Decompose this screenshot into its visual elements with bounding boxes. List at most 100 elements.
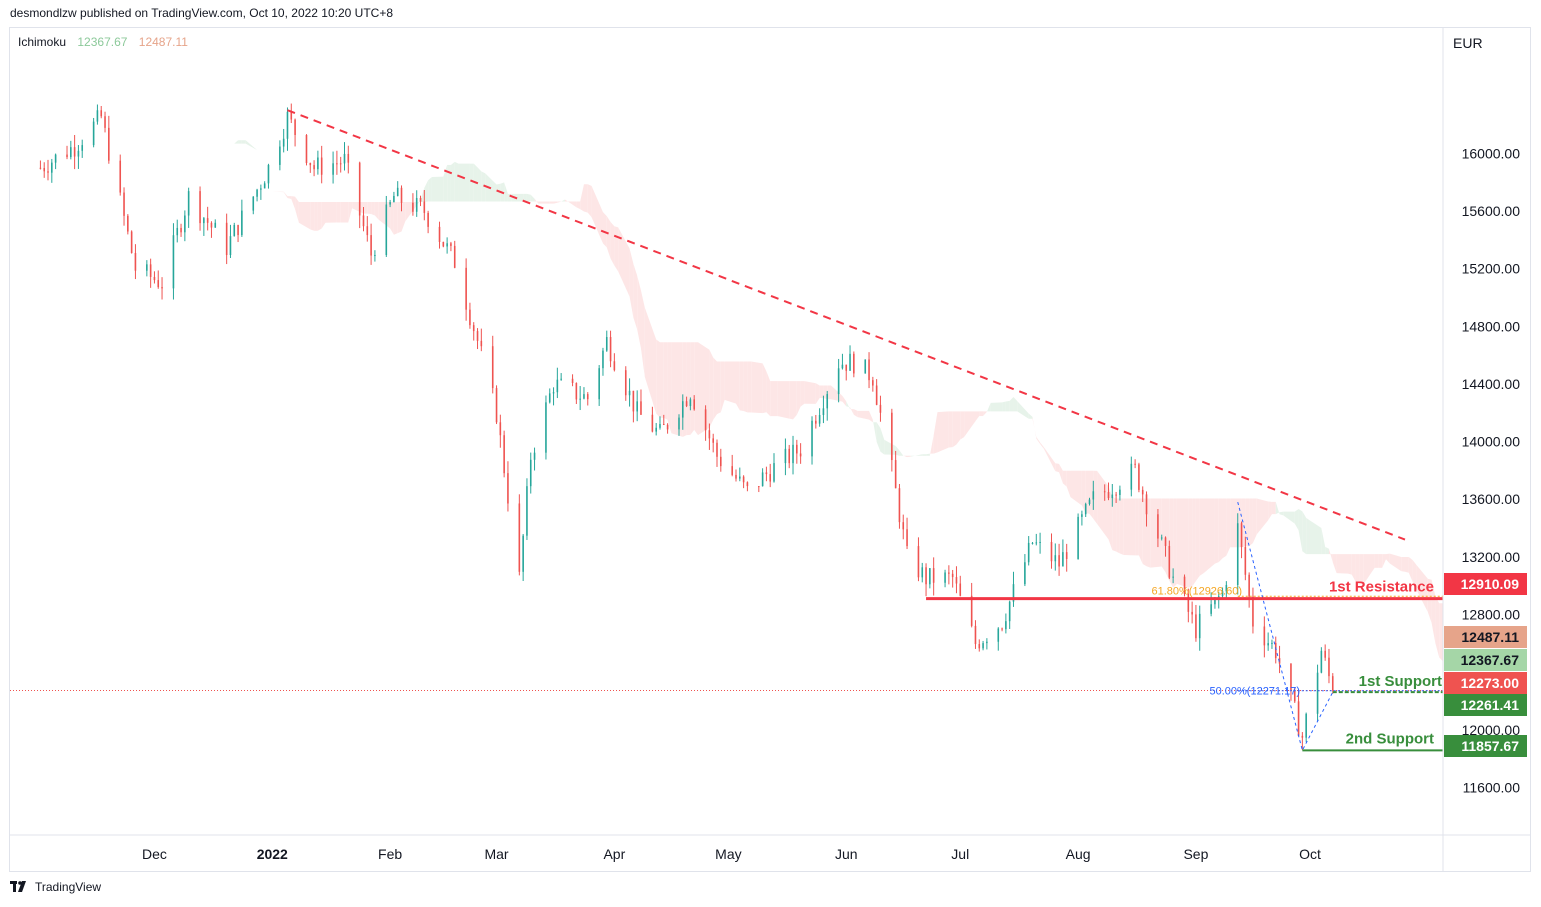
cloud-segment	[926, 453, 930, 456]
candle-body	[974, 625, 977, 645]
cloud-segment	[1283, 511, 1295, 524]
cloud-segment	[1241, 498, 1246, 548]
cloud-segment	[796, 381, 801, 415]
price-label-bg	[1444, 735, 1527, 757]
candle-body	[374, 254, 376, 256]
cloud-segment	[336, 202, 341, 223]
candle-body	[826, 394, 829, 409]
candle-body	[442, 241, 445, 247]
candle-body	[1138, 464, 1140, 490]
cloud-segment	[523, 193, 527, 202]
candle-body	[184, 215, 186, 233]
x-tick-label: Aug	[1066, 846, 1091, 862]
candle-body	[1077, 516, 1079, 559]
candle-body	[1092, 491, 1095, 500]
candle-body	[279, 146, 281, 165]
indicator-legend[interactable]: Ichimoku 12367.67 12487.11	[18, 35, 188, 49]
candle-body	[260, 188, 262, 190]
candle-body	[837, 368, 840, 395]
candle-body	[241, 210, 243, 236]
cloud-segment	[983, 411, 987, 417]
cloud-segment	[709, 349, 714, 428]
downtrend-line	[287, 109, 1406, 541]
cloud-segment	[842, 395, 847, 407]
cloud-segment	[591, 185, 603, 244]
candle-body	[503, 435, 505, 474]
cloud-segment	[663, 342, 668, 420]
candle-body	[970, 595, 973, 626]
candle-body	[742, 476, 745, 483]
cloud-segment	[614, 226, 619, 272]
cloud-segment	[245, 140, 258, 151]
candle-body	[579, 398, 581, 400]
candle-body	[81, 145, 84, 151]
candle-body	[731, 466, 734, 475]
candle-body	[267, 164, 270, 184]
cloud-segment	[770, 381, 775, 417]
price-label-bg	[1444, 672, 1527, 694]
cloud-segment	[1192, 498, 1196, 587]
cloud-segment	[447, 164, 451, 202]
cloud-segment	[690, 342, 695, 435]
cloud-segment	[1306, 517, 1310, 555]
candle-body	[161, 287, 163, 289]
candle-body	[1115, 494, 1117, 496]
x-tick-label: Apr	[603, 846, 625, 862]
candle-body	[294, 119, 296, 135]
candle-body	[545, 402, 547, 453]
cloud-segment	[557, 201, 562, 203]
cloud-segment	[1298, 509, 1303, 552]
cloud-segment	[188, 168, 193, 171]
candle-body	[917, 546, 920, 578]
cloud-segment	[184, 170, 189, 171]
cloud-segment	[884, 439, 896, 455]
candle-body	[438, 226, 441, 242]
cloud-segment	[880, 428, 885, 455]
cloud-segment	[1412, 560, 1417, 590]
candle-body	[320, 157, 323, 175]
candle-body	[130, 231, 133, 253]
cloud-segment	[1275, 501, 1280, 515]
cloud-segment	[424, 180, 429, 203]
cloud-segment	[671, 342, 683, 437]
candle-body	[1054, 555, 1057, 562]
cloud-segment	[1135, 498, 1139, 556]
y-tick-label: 12800.00	[1462, 607, 1521, 623]
cloud-segment	[207, 158, 212, 162]
cloud-segment	[1256, 498, 1269, 535]
cloud-segment	[1431, 579, 1436, 644]
cloud-segment	[1055, 463, 1060, 473]
candle-body	[921, 567, 924, 578]
candle-body	[1320, 650, 1323, 673]
cloud-segment	[1119, 498, 1124, 555]
candle-body	[556, 379, 559, 393]
candle-body	[788, 448, 791, 464]
x-tick-label: Dec	[142, 846, 167, 862]
cloud-segment	[1188, 498, 1193, 588]
cloud-segment	[1218, 498, 1223, 563]
candle-body	[100, 110, 103, 117]
candle-body	[1035, 542, 1038, 544]
candle-body	[366, 226, 369, 236]
cloud-segment	[1427, 578, 1432, 623]
cloud-segment	[929, 435, 934, 456]
cloud-segment	[964, 411, 976, 438]
indicator-name: Ichimoku	[18, 35, 67, 49]
cloud-segment	[580, 184, 584, 212]
price-label: 12910.09	[1444, 573, 1527, 595]
candle-body	[1183, 576, 1186, 595]
candle-body	[575, 382, 578, 400]
candle-body	[199, 191, 201, 224]
cloud-segment	[899, 450, 904, 456]
candle-body	[1103, 491, 1106, 493]
cloud-segment	[257, 150, 261, 166]
candle-body	[784, 448, 787, 464]
cloud-segment	[910, 454, 923, 457]
cloud-segment	[656, 339, 660, 418]
cloud-segment	[716, 361, 721, 415]
candle-body	[465, 267, 467, 310]
candle-body	[39, 167, 42, 169]
y-tick-label: 15600.00	[1462, 203, 1521, 219]
x-tick-label: Feb	[378, 846, 402, 862]
